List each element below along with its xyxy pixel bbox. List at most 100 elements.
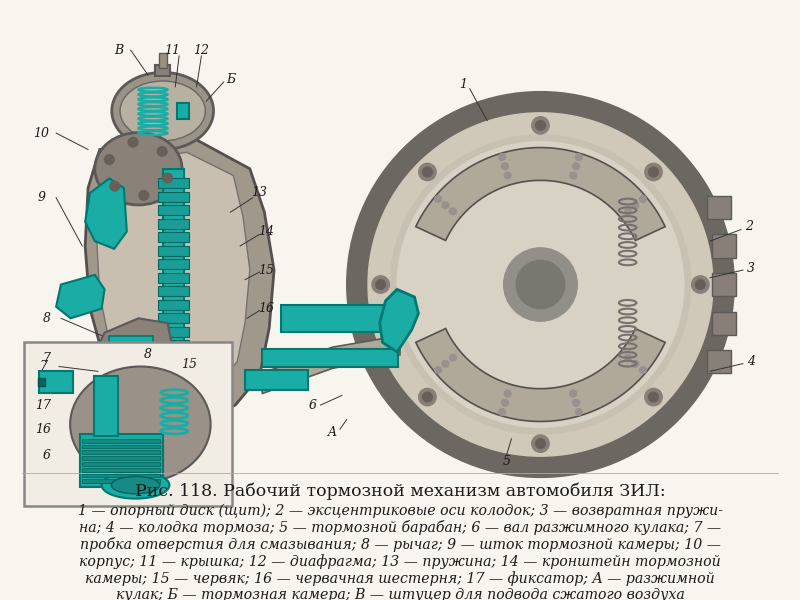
Circle shape [397, 142, 684, 427]
Circle shape [105, 155, 114, 164]
Circle shape [536, 439, 546, 448]
Bar [38, 371, 73, 392]
Text: Рис. 118. Рабочий тормозной механизм автомобиля ЗИЛ:: Рис. 118. Рабочий тормозной механизм авт… [134, 482, 666, 500]
Text: 17: 17 [35, 398, 51, 412]
Text: 1 — опорный диск (щит); 2 — эксцентриковые оси колодок; 3 — возвратная пружи-: 1 — опорный диск (щит); 2 — эксцентриков… [78, 503, 722, 518]
Circle shape [498, 409, 506, 415]
Bar [82, 473, 160, 478]
Polygon shape [97, 152, 250, 394]
Text: 13: 13 [251, 187, 267, 199]
Text: 11: 11 [164, 44, 180, 56]
Text: 2: 2 [745, 220, 753, 233]
Text: 6: 6 [309, 398, 317, 412]
Bar [158, 219, 189, 229]
Bar [158, 354, 189, 364]
Bar [707, 196, 731, 219]
Polygon shape [56, 275, 105, 318]
Bar [82, 468, 160, 472]
Bar [82, 479, 160, 483]
Circle shape [536, 121, 546, 130]
Circle shape [504, 172, 511, 179]
Bar [712, 311, 736, 335]
Bar [162, 169, 184, 381]
Circle shape [639, 196, 646, 202]
Polygon shape [380, 289, 418, 352]
Circle shape [691, 276, 709, 293]
Polygon shape [85, 140, 274, 419]
Text: 8: 8 [144, 349, 152, 361]
Ellipse shape [111, 476, 160, 494]
Bar [158, 53, 166, 68]
Bar [158, 192, 189, 202]
Bar [38, 378, 46, 386]
Text: 14: 14 [258, 225, 274, 238]
Circle shape [570, 390, 577, 397]
Circle shape [139, 191, 149, 200]
Text: кулак; Б — тормозная камера; В — штуцер для подвода сжатого воздуха: кулак; Б — тормозная камера; В — штуцер … [116, 588, 684, 600]
Ellipse shape [120, 81, 206, 141]
Circle shape [418, 163, 436, 181]
Circle shape [442, 361, 449, 367]
Polygon shape [416, 329, 665, 421]
Bar [281, 305, 402, 332]
Text: 15: 15 [258, 263, 274, 277]
Bar [712, 273, 736, 296]
Circle shape [575, 409, 582, 415]
Polygon shape [416, 148, 665, 241]
Bar [158, 300, 189, 310]
Bar [82, 462, 160, 466]
Circle shape [632, 361, 639, 367]
Circle shape [532, 435, 549, 452]
Bar [82, 445, 160, 448]
Bar [712, 235, 736, 257]
Circle shape [502, 400, 508, 406]
Text: 5: 5 [502, 455, 510, 467]
Circle shape [504, 248, 578, 321]
Bar [158, 205, 189, 215]
Circle shape [625, 208, 631, 215]
Bar [158, 246, 189, 256]
Circle shape [346, 92, 734, 478]
Bar [82, 439, 160, 443]
Text: 4: 4 [746, 355, 754, 368]
Circle shape [516, 260, 565, 308]
Circle shape [504, 390, 511, 397]
Circle shape [632, 202, 639, 209]
Circle shape [434, 196, 442, 202]
Text: 1: 1 [459, 79, 467, 91]
Circle shape [450, 208, 456, 215]
Circle shape [625, 354, 631, 361]
Bar [158, 313, 189, 323]
Bar [24, 343, 233, 506]
Circle shape [502, 163, 508, 170]
Polygon shape [259, 335, 400, 394]
Circle shape [575, 154, 582, 160]
Circle shape [110, 181, 119, 191]
Circle shape [645, 388, 662, 406]
Bar [158, 327, 189, 337]
Bar [262, 349, 398, 367]
Bar [158, 259, 189, 269]
Circle shape [695, 280, 705, 289]
Bar [82, 451, 160, 454]
Bar [80, 434, 162, 487]
Bar [177, 103, 189, 119]
Text: 9: 9 [38, 191, 46, 204]
Text: Б: Б [226, 73, 235, 86]
Text: корпус; 11 — крышка; 12 — диафрагма; 13 — пружина; 14 — кронштейн тормозной: корпус; 11 — крышка; 12 — диафрагма; 13 … [79, 554, 721, 569]
Circle shape [422, 167, 432, 177]
Circle shape [372, 276, 390, 293]
Circle shape [573, 163, 579, 170]
Text: 10: 10 [34, 127, 50, 140]
Ellipse shape [70, 367, 210, 482]
Text: пробка отверстия для смазывания; 8 — рычаг; 9 — шток тормозной камеры; 10 —: пробка отверстия для смазывания; 8 — рыч… [79, 537, 721, 552]
Polygon shape [85, 178, 127, 249]
Bar [245, 370, 308, 389]
Circle shape [376, 280, 386, 289]
Bar [158, 273, 189, 283]
Circle shape [573, 400, 579, 406]
Bar [158, 340, 189, 350]
Circle shape [532, 117, 549, 134]
Circle shape [434, 367, 442, 373]
Bar [94, 376, 118, 436]
